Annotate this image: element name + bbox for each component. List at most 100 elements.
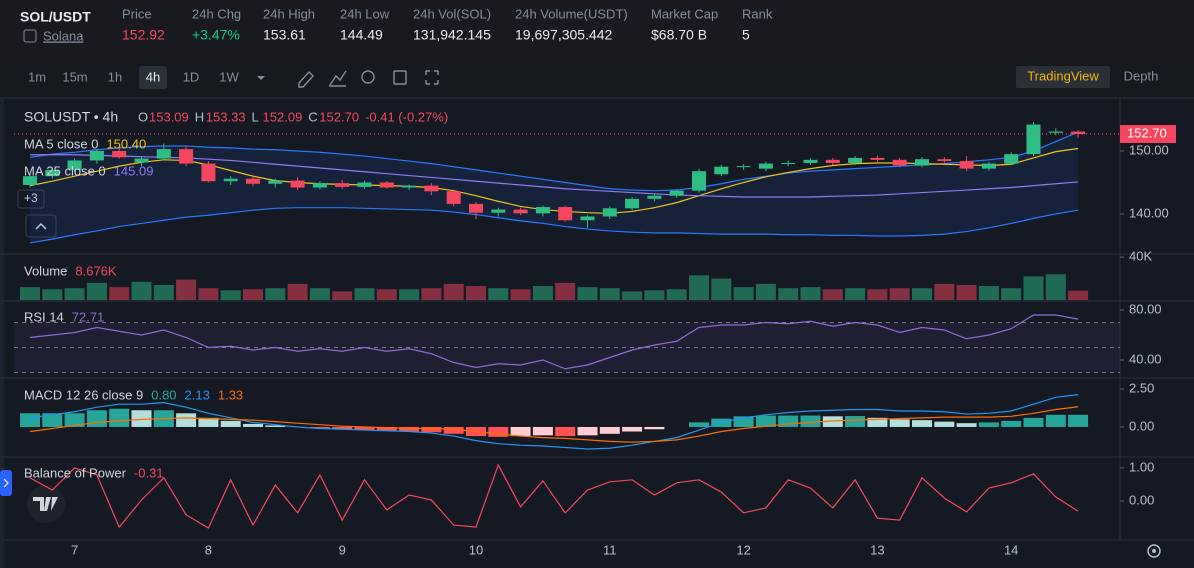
candle-body xyxy=(446,191,461,204)
candle-body xyxy=(692,171,706,191)
save-icon[interactable] xyxy=(393,70,407,85)
candle-body xyxy=(981,163,996,169)
panel-value: 0.80 xyxy=(151,387,176,402)
volume-bar xyxy=(956,284,977,300)
candle-body xyxy=(870,157,885,160)
volume-bar xyxy=(1023,276,1044,300)
stat-value: 19,697,305.442 xyxy=(515,27,613,43)
volume-bar xyxy=(845,288,866,300)
volume-bar xyxy=(488,288,509,300)
header-bar xyxy=(0,0,1194,52)
macd-line xyxy=(29,406,1079,443)
y-tick-label: 0.00 xyxy=(1129,418,1154,433)
x-tick-label: 10 xyxy=(469,542,483,557)
interval-button[interactable]: 1h xyxy=(108,69,122,84)
volume-bar xyxy=(399,289,420,300)
candle-body xyxy=(67,160,82,170)
macd-hist xyxy=(443,426,464,434)
last-price-box xyxy=(1120,125,1176,143)
interval-button[interactable]: 15m xyxy=(62,69,87,84)
candle-body xyxy=(535,207,550,214)
volume-bar xyxy=(689,275,709,300)
interval-button[interactable]: 1W xyxy=(219,69,239,84)
settings-icon[interactable] xyxy=(361,70,375,84)
candle-body xyxy=(246,178,260,184)
panel-value: -0.31 xyxy=(134,465,164,480)
pair: SOL/USDT xyxy=(20,9,91,25)
panel-value: 1.33 xyxy=(218,387,243,402)
stat-value: 131,942.145 xyxy=(413,27,491,43)
volume-bar xyxy=(1068,290,1089,300)
stat-label: 24h Low xyxy=(340,6,390,21)
hidden-count: +3 xyxy=(24,191,38,205)
macd-hist xyxy=(399,426,420,432)
candle-body xyxy=(402,185,417,188)
interval-active xyxy=(139,66,167,89)
coin-name[interactable]: Solana xyxy=(43,28,84,43)
candle-body xyxy=(112,151,127,158)
candle-body xyxy=(1004,154,1019,164)
volume-bar xyxy=(644,290,665,300)
panel-title: Volume xyxy=(24,263,67,278)
ohlc-value: 153.09 xyxy=(149,109,189,124)
interval-button[interactable]: 1m xyxy=(28,69,46,84)
view-button[interactable]: TradingView xyxy=(1027,68,1099,83)
axis-settings[interactable] xyxy=(1147,544,1161,558)
stat-label: 24h Chg xyxy=(192,6,241,21)
candle-body xyxy=(469,203,483,213)
volume-bar xyxy=(109,287,130,300)
volume-bar xyxy=(443,283,464,300)
candle-body xyxy=(937,159,952,162)
macd-hist xyxy=(978,422,999,427)
side-tab[interactable] xyxy=(0,470,12,496)
macd-hist xyxy=(755,415,776,427)
macd-hist xyxy=(376,426,397,431)
ohlc-key-letter: O xyxy=(138,109,148,124)
interval-button[interactable]: 1D xyxy=(183,69,200,84)
view-button[interactable]: Depth xyxy=(1124,68,1159,83)
draw-icon[interactable] xyxy=(298,70,314,88)
volume-bar xyxy=(867,289,888,300)
stat-value: 153.61 xyxy=(263,27,306,43)
panel-title: Balance of Power xyxy=(24,465,127,480)
volume-bar xyxy=(332,291,353,300)
volume-bar xyxy=(243,289,263,300)
stat-label: 24h High xyxy=(263,6,315,21)
macd-hist xyxy=(220,420,241,427)
stat-value: 144.49 xyxy=(340,27,383,43)
macd-hist xyxy=(822,416,843,427)
view-active xyxy=(1016,66,1110,88)
fullscreen-icon[interactable] xyxy=(425,70,439,85)
stat-value: 152.92 xyxy=(122,27,165,43)
macd-hist xyxy=(64,413,85,427)
panel-value: 2.13 xyxy=(185,387,210,402)
panel-title: RSI 14 xyxy=(24,309,64,324)
volume-bar xyxy=(176,279,197,300)
macd-hist xyxy=(488,426,509,437)
stat-value: +3.47% xyxy=(192,27,240,43)
macd-hist xyxy=(934,421,955,427)
volume-bar xyxy=(1001,288,1022,300)
interval-button[interactable]: 4h xyxy=(146,69,160,84)
macd-hist xyxy=(1001,420,1022,427)
candle-body xyxy=(714,166,729,175)
stat-value: 5 xyxy=(742,27,750,43)
macd-hist xyxy=(733,416,754,427)
ohlc-key-letter: L xyxy=(252,109,259,124)
x-tick-label: 9 xyxy=(339,542,346,557)
macd-hist xyxy=(1045,414,1066,427)
more-intervals[interactable] xyxy=(257,76,265,80)
hidden-box[interactable] xyxy=(17,189,45,209)
candle-body xyxy=(1026,124,1041,155)
volume-bar xyxy=(778,288,799,300)
indicator-icon[interactable] xyxy=(329,70,347,87)
stat-value: $68.70 B xyxy=(651,27,707,43)
line-line xyxy=(29,463,1079,529)
candle-body xyxy=(647,195,662,199)
macd-hist xyxy=(532,426,553,436)
candle-body xyxy=(758,163,773,169)
collapse-button[interactable] xyxy=(25,214,57,238)
macd-hist xyxy=(889,419,910,427)
x-tick-label: 11 xyxy=(603,542,617,557)
